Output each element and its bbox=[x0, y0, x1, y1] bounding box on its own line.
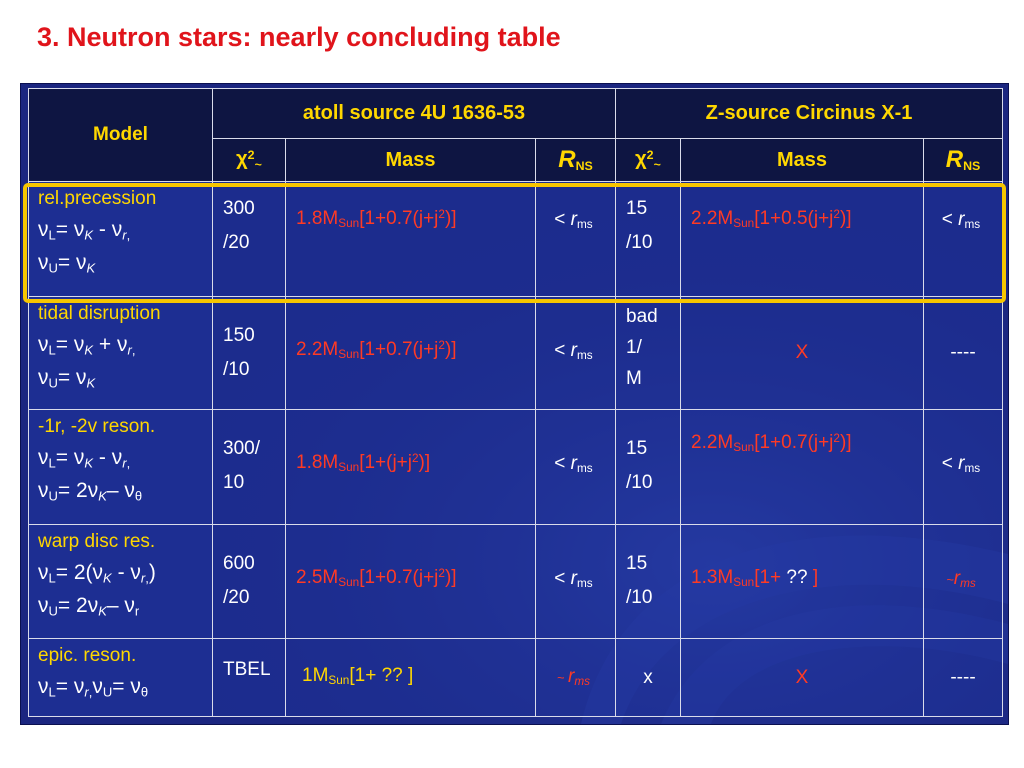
table-row: tidal disruption νL= νK + νr, νU= νK 150… bbox=[28, 296, 1003, 410]
atoll-mass-cell: 1.8MSun[1+(j+j2)] bbox=[285, 409, 536, 525]
table-row: -1r, -2v reson. νL= νK - νr, νU= 2νK– νθ… bbox=[28, 409, 1003, 525]
z-mass-cell: 2.2MSun[1+0.7(j+j2)] bbox=[680, 409, 924, 525]
nu-upper-formula: νU= νK bbox=[38, 366, 96, 391]
model-column-header: Model bbox=[28, 88, 213, 182]
model-name: epic. reson. bbox=[38, 645, 137, 666]
atoll-chi-cell: 150/10 bbox=[212, 296, 286, 410]
z-chi-cell: 15/10 bbox=[615, 181, 681, 297]
model-name: rel.precession bbox=[38, 188, 157, 209]
model-cell: tidal disruption νL= νK + νr, νU= νK bbox=[28, 296, 213, 410]
z-rns-header: RNS bbox=[923, 138, 1003, 182]
atoll-radius-cell: < rms bbox=[535, 409, 616, 525]
z-chi-cell: 15/10 bbox=[615, 524, 681, 639]
nu-upper-formula: νU= 2νK– νθ bbox=[38, 479, 143, 504]
table-row: rel.precession νL= νK - νr, νU= νK 300/2… bbox=[28, 181, 1003, 297]
z-chi-cell: 15/10 bbox=[615, 409, 681, 525]
nu-lower-formula: νL= 2(νK - νr,) bbox=[38, 561, 156, 586]
model-name: tidal disruption bbox=[38, 303, 161, 324]
model-cell: warp disc res. νL= 2(νK - νr,) νU= 2νK– … bbox=[28, 524, 213, 639]
atoll-chi-cell: 600/20 bbox=[212, 524, 286, 639]
table-row: warp disc res. νL= 2(νK - νr,) νU= 2νK– … bbox=[28, 524, 1003, 639]
model-cell: -1r, -2v reson. νL= νK - νr, νU= 2νK– νθ bbox=[28, 409, 213, 525]
z-radius-cell: ~rms bbox=[923, 524, 1003, 639]
atoll-chi-cell: TBEL bbox=[212, 638, 286, 717]
atoll-rns-header: RNS bbox=[535, 138, 616, 182]
z-mass-cell: X bbox=[680, 638, 924, 717]
atoll-mass-cell: 1MSun[1+ ?? ] bbox=[285, 638, 536, 717]
atoll-radius-cell: < rms bbox=[535, 524, 616, 639]
z-radius-cell: ---- bbox=[923, 296, 1003, 410]
atoll-radius-cell: < rms bbox=[535, 181, 616, 297]
nu-lower-formula: νL= νK + νr, bbox=[38, 333, 136, 358]
nu-lower-formula: νL= νK - νr, bbox=[38, 446, 131, 471]
nu-upper-formula: νU= 2νK– νr bbox=[38, 594, 140, 619]
z-radius-cell: < rms bbox=[923, 181, 1003, 297]
atoll-radius-cell: < rms bbox=[535, 296, 616, 410]
z-mass-cell: 1.3MSun[1+ ?? ] bbox=[680, 524, 924, 639]
model-name: -1r, -2v reson. bbox=[38, 416, 156, 437]
z-source-header: Z-source Circinus X-1 bbox=[615, 88, 1003, 139]
table-row: epic. reson. νL= νr,νU= νθ TBEL 1MSun[1+… bbox=[28, 638, 1003, 717]
atoll-mass-header: Mass bbox=[285, 138, 536, 182]
z-chi-cell: x bbox=[615, 638, 681, 717]
nu-lower-formula: νL= νK - νr, bbox=[38, 218, 131, 243]
table-frame: Model atoll source 4U 1636-53 Z-source C… bbox=[20, 83, 1009, 725]
atoll-chi-header: χ2~ bbox=[212, 138, 286, 182]
atoll-chi-cell: 300/20 bbox=[212, 181, 286, 297]
z-chi-header: χ2~ bbox=[615, 138, 681, 182]
nu-upper-formula: νU= νK bbox=[38, 251, 96, 276]
z-mass-header: Mass bbox=[680, 138, 924, 182]
atoll-mass-cell: 2.5MSun[1+0.7(j+j2)] bbox=[285, 524, 536, 639]
model-cell: epic. reson. νL= νr,νU= νθ bbox=[28, 638, 213, 717]
z-radius-cell: ---- bbox=[923, 638, 1003, 717]
z-mass-cell: X bbox=[680, 296, 924, 410]
results-table: Model atoll source 4U 1636-53 Z-source C… bbox=[28, 88, 1003, 717]
atoll-source-header: atoll source 4U 1636-53 bbox=[212, 88, 616, 139]
atoll-mass-cell: 2.2MSun[1+0.7(j+j2)] bbox=[285, 296, 536, 410]
atoll-chi-cell: 300/10 bbox=[212, 409, 286, 525]
slide-title: 3. Neutron stars: nearly concluding tabl… bbox=[37, 22, 561, 52]
atoll-radius-cell: ~ rms bbox=[535, 638, 616, 717]
model-cell: rel.precession νL= νK - νr, νU= νK bbox=[28, 181, 213, 297]
atoll-mass-cell: 1.8MSun[1+0.7(j+j2)] bbox=[285, 181, 536, 297]
z-mass-cell: 2.2MSun[1+0.5(j+j2)] bbox=[680, 181, 924, 297]
z-radius-cell: < rms bbox=[923, 409, 1003, 525]
nu-formula: νL= νr,νU= νθ bbox=[38, 675, 149, 700]
z-chi-cell: bad 1/M bbox=[615, 296, 681, 410]
model-name: warp disc res. bbox=[38, 531, 156, 552]
